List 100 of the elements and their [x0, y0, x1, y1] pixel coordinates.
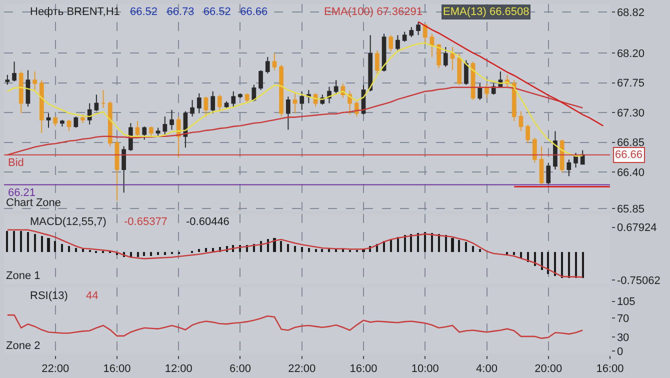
- x-tick-label: 16:00: [350, 362, 378, 375]
- bar: [554, 252, 556, 276]
- line-series: [418, 21, 604, 126]
- bar: [465, 242, 467, 252]
- candlestick: [574, 152, 578, 168]
- chart-title: MACD(12,55,7): [30, 216, 106, 228]
- x-tick-label: 12:00: [164, 362, 192, 375]
- candlestick: [12, 61, 16, 82]
- candlestick: [74, 116, 78, 128]
- candlestick: [443, 46, 448, 68]
- candlestick: [231, 90, 236, 108]
- candlestick: [5, 74, 10, 86]
- bar: [417, 233, 419, 252]
- bar: [479, 249, 481, 252]
- y-tick-label: 0: [616, 346, 624, 358]
- candlestick: [512, 80, 516, 122]
- candlestick: [218, 94, 222, 110]
- candlestick: [244, 92, 250, 104]
- candlestick: [464, 60, 468, 86]
- y-tick-label: 67.75: [616, 78, 644, 90]
- candlestick: [18, 71, 24, 114]
- candlestick: [108, 100, 112, 147]
- candlestick: [122, 146, 126, 194]
- candlestick: [306, 90, 311, 104]
- candlestick: [170, 109, 174, 130]
- candlestick: [272, 53, 277, 71]
- annotation: Chart Zone: [6, 197, 62, 209]
- candlestick: [539, 146, 544, 186]
- candlestick: [430, 33, 434, 58]
- candlestick: [368, 34, 373, 92]
- bar: [445, 235, 447, 252]
- bar: [404, 235, 406, 252]
- candlestick: [238, 92, 242, 98]
- bar: [82, 249, 84, 252]
- bar: [575, 252, 577, 278]
- text: EMA(100) 67.36291: [324, 6, 422, 18]
- candlestick: [300, 90, 304, 110]
- bar: [513, 252, 515, 255]
- x-tick-label: 16:00: [596, 362, 624, 375]
- annotation: Zone 1: [6, 270, 40, 282]
- y-tick-label: 30: [616, 332, 630, 344]
- bar: [308, 248, 310, 252]
- candlestick: [114, 139, 120, 202]
- x-tick-label: 20:00: [534, 362, 562, 375]
- y-tick-label: 66.85: [616, 137, 644, 150]
- ref-line-label: 66.21: [8, 187, 36, 199]
- y-tick-label: 70: [616, 312, 630, 325]
- bar: [451, 238, 454, 252]
- candlestick: [87, 102, 92, 125]
- candlestick: [526, 124, 530, 144]
- bar: [61, 244, 63, 252]
- bar: [47, 238, 50, 252]
- candlestick: [560, 139, 564, 174]
- candlestick: [135, 120, 140, 138]
- bar: [273, 238, 276, 252]
- bar: [321, 249, 323, 252]
- candlestick: [210, 90, 216, 114]
- bar: [547, 252, 549, 274]
- bar: [157, 252, 159, 255]
- x-tick-label: 22:00: [288, 362, 316, 375]
- candlestick: [546, 162, 551, 185]
- candlestick: [416, 21, 420, 36]
- bar: [390, 239, 392, 252]
- bar: [20, 231, 22, 252]
- bar: [582, 252, 584, 278]
- candlestick: [80, 114, 85, 124]
- text: 66.66: [615, 149, 643, 161]
- candlestick: [156, 127, 160, 137]
- candlestick: [26, 70, 30, 108]
- candlestick: [484, 82, 489, 98]
- candlestick: [66, 119, 72, 132]
- candlestick: [436, 43, 441, 69]
- candlestick: [566, 159, 572, 177]
- x-tick-label: 6:00: [230, 362, 251, 375]
- candlestick: [334, 80, 338, 96]
- candlestick: [162, 116, 168, 135]
- candlestick: [457, 53, 462, 86]
- candlestick: [396, 34, 400, 51]
- candlestick: [532, 137, 537, 164]
- bar: [164, 252, 166, 255]
- chart-title: Нефть BRENT,H1: [30, 6, 120, 18]
- bar: [287, 244, 289, 252]
- x-tick-label: 4:00: [476, 362, 498, 375]
- candlestick: [258, 70, 263, 91]
- bar: [458, 240, 460, 252]
- bar: [328, 249, 330, 252]
- bar: [315, 249, 317, 252]
- bar: [561, 252, 563, 278]
- annotation: 44: [86, 290, 98, 302]
- bar: [472, 246, 474, 252]
- ref-line-label: Bid: [8, 157, 24, 169]
- bar: [438, 234, 440, 252]
- bar: [41, 236, 43, 252]
- bar: [541, 252, 543, 270]
- bar: [27, 232, 29, 252]
- bar: [431, 233, 433, 252]
- bar: [520, 252, 522, 258]
- bar: [150, 252, 152, 256]
- bar: [75, 248, 77, 252]
- annotation: -0.60446: [186, 216, 230, 228]
